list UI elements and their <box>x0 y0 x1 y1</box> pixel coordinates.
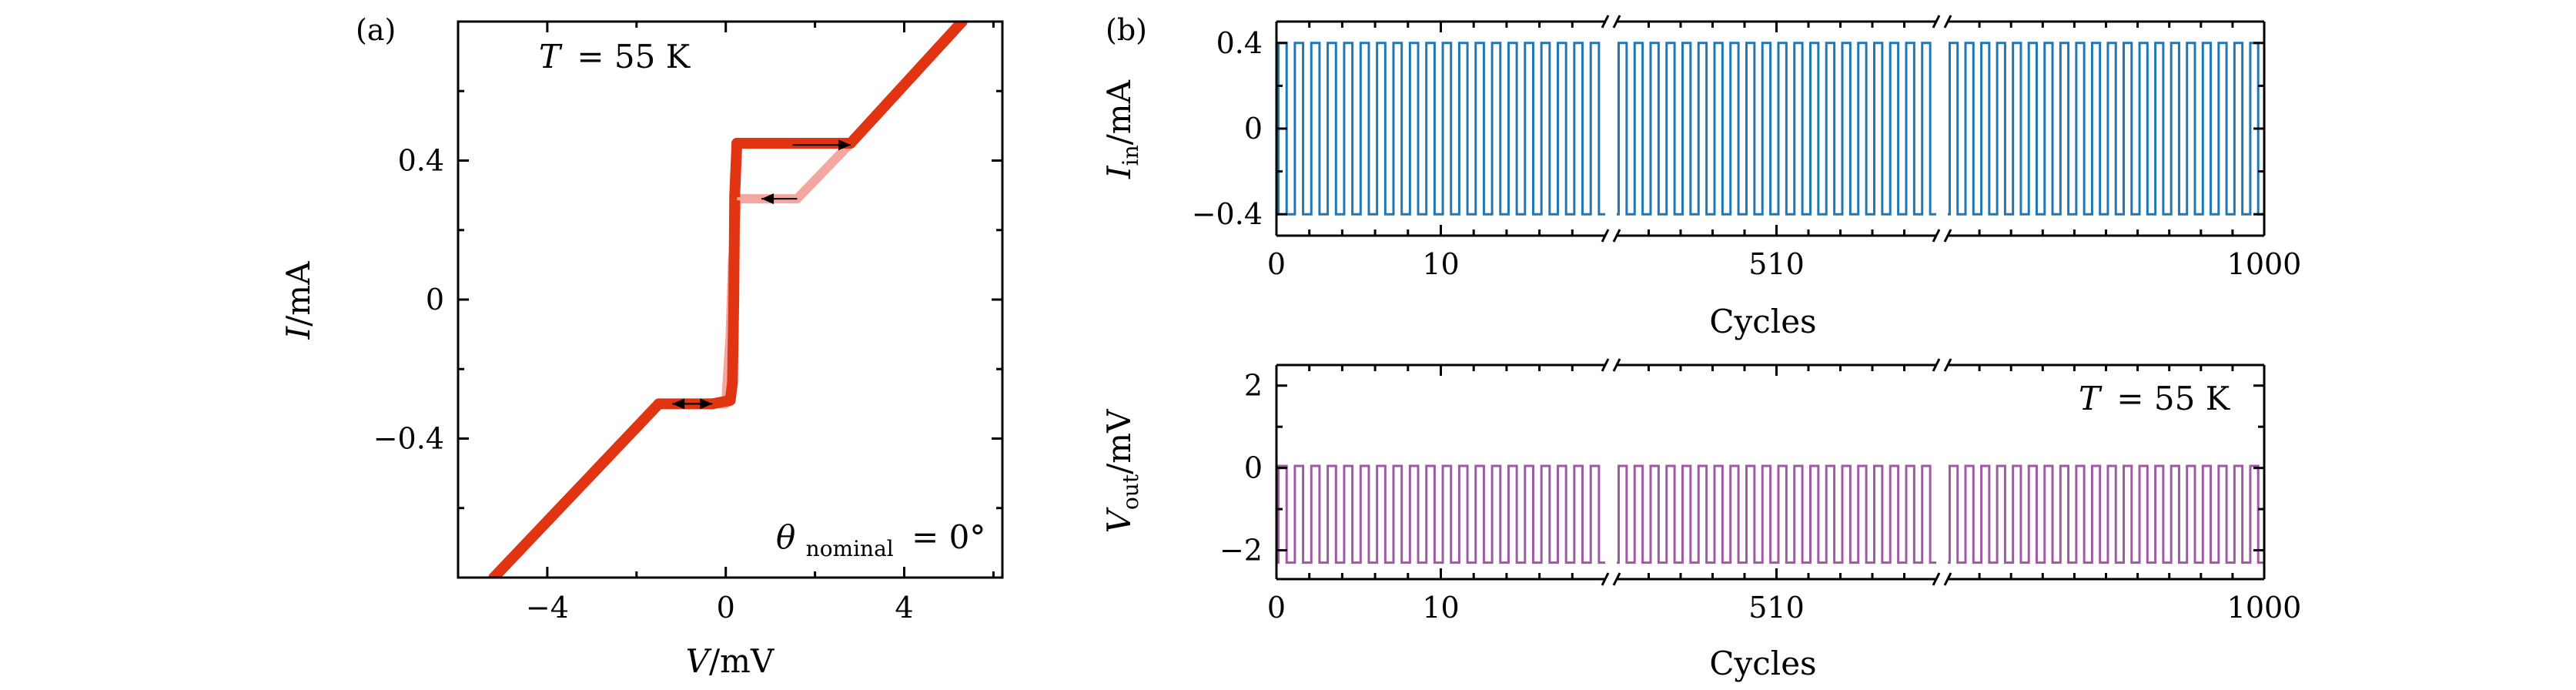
y-tick-label: 2 <box>1244 369 1263 403</box>
sweep-arrow-head <box>761 193 774 205</box>
iv-sweep-up-point <box>728 294 740 305</box>
input-current-panel: (b) 0.40−0.40 10 510 1000 Cycles Iin/mA <box>1100 13 2301 340</box>
axis-break-mark <box>1601 229 1610 243</box>
panel-b-label: (b) <box>1106 13 1147 47</box>
axis-break-mark <box>1932 572 1941 586</box>
axis-break-mark <box>1932 15 1941 28</box>
x-tick-label: 4 <box>895 591 913 625</box>
angle-annotation: θ nominal = 0° <box>776 518 985 564</box>
panel-a-ticks: −4 0 4 0.4 0 −0.4 <box>373 22 1002 625</box>
x-tick-label: 10 <box>1422 591 1459 625</box>
input-current-x-label: Cycles <box>1709 303 1816 340</box>
y-tick-label: −0.4 <box>1192 197 1263 231</box>
iv-sweep-up-point <box>727 377 738 389</box>
y-tick-label: 0.4 <box>1216 26 1263 60</box>
x-tick-label: 0 <box>1267 247 1286 281</box>
x-axis-label: V/mV <box>686 642 774 680</box>
iv-plot-area <box>488 22 968 578</box>
x-tick-label: −4 <box>526 591 569 625</box>
iv-sweep-up-point <box>488 572 500 578</box>
y-tick-label: −0.4 <box>373 422 444 456</box>
x-tick-label: 0 <box>717 591 735 625</box>
axis-break-mark <box>1612 229 1621 243</box>
x-tick-label: 1000 <box>2227 591 2302 625</box>
x-tick-label: 510 <box>1748 247 1805 281</box>
iv-sweep-up-point <box>724 394 736 406</box>
output-voltage-plot-area <box>1276 464 2264 564</box>
x-tick-label: 510 <box>1748 591 1805 625</box>
square-wave-segment <box>1948 464 2264 564</box>
x-tick-label: 0 <box>1267 591 1286 625</box>
output-temperature-annotation: T = 55 K <box>2079 380 2231 417</box>
y-tick-label: 0.4 <box>398 144 444 178</box>
axis-break-mark <box>1601 572 1610 586</box>
input-current-ticks: 0.40−0.40 10 510 1000 <box>1192 22 2302 281</box>
axis-break-mark <box>1943 358 1952 372</box>
axis-break-mark <box>1943 229 1952 243</box>
y-tick-label: 0 <box>1244 112 1263 146</box>
square-wave-segment <box>1617 42 1936 216</box>
axis-break-mark <box>1943 572 1952 586</box>
sweep-arrow-head <box>700 398 713 410</box>
x-tick-label: 10 <box>1422 247 1459 281</box>
temperature-annotation: T = 55 K <box>539 38 691 75</box>
output-voltage-ticks: 20−20 10 510 1000 <box>1219 365 2301 625</box>
input-current-y-label: Iin/mA <box>1100 79 1143 179</box>
iv-curve-panel: (a) −4 0 4 0.4 0 −0.4 T = 55 K θ nominal = 0°… <box>279 13 1004 680</box>
y-tick-label: 0 <box>426 283 444 317</box>
output-voltage-panel: 20−20 10 510 1000 T = 55 K Cycles Vout/mV <box>1100 358 2301 682</box>
y-tick-label: −2 <box>1219 534 1263 568</box>
square-wave-segment <box>1276 42 1605 216</box>
x-tick-label: 1000 <box>2227 247 2302 281</box>
sweep-arrow-head <box>838 139 851 151</box>
square-wave-segment <box>1948 42 2264 216</box>
axis-break-mark <box>1932 358 1941 372</box>
output-voltage-x-label: Cycles <box>1709 645 1816 682</box>
iv-sweep-up-point <box>956 22 968 27</box>
axis-break-mark <box>1612 572 1621 586</box>
panel-a-label: (a) <box>356 13 396 47</box>
input-current-plot-area <box>1276 42 2264 216</box>
axis-break-mark <box>1943 15 1952 28</box>
square-wave-segment <box>1276 464 1605 564</box>
axis-break-mark <box>1601 15 1610 28</box>
iv-sweep-up-point <box>731 137 743 149</box>
iv-sweep-up-point <box>845 137 856 149</box>
y-tick-label: 0 <box>1244 451 1263 485</box>
sweep-arrow-head <box>672 398 685 410</box>
axis-break-mark <box>1612 15 1621 28</box>
output-voltage-y-label: Vout/mV <box>1100 409 1143 533</box>
square-wave-segment <box>1617 464 1936 564</box>
axis-break-mark <box>1601 358 1610 372</box>
axis-break-mark <box>1612 358 1621 372</box>
axis-break-mark <box>1932 229 1941 243</box>
iv-sweep-up-point <box>653 398 664 410</box>
y-axis-label: I/mA <box>279 261 317 340</box>
